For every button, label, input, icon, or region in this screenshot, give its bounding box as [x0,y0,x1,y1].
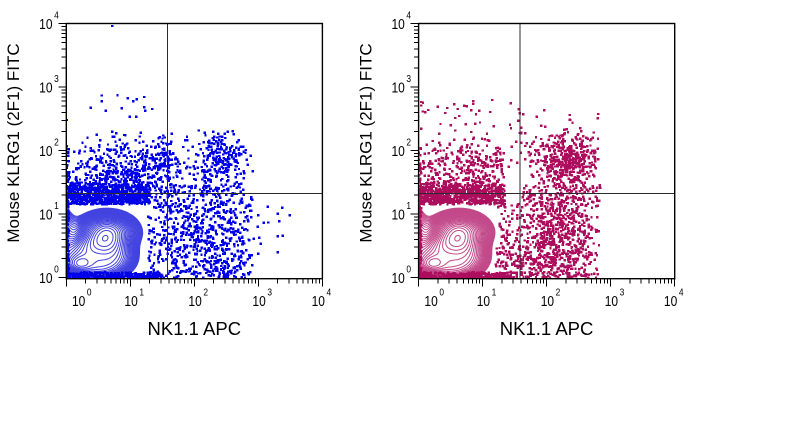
svg-text:NK1.1 APC: NK1.1 APC [148,318,242,339]
svg-text:Mouse KLRG1 (2F1) FITC: Mouse KLRG1 (2F1) FITC [356,43,375,242]
svg-text:NK1.1 APC: NK1.1 APC [500,318,594,339]
svg-text:Mouse KLRG1 (2F1) FITC: Mouse KLRG1 (2F1) FITC [4,43,23,242]
